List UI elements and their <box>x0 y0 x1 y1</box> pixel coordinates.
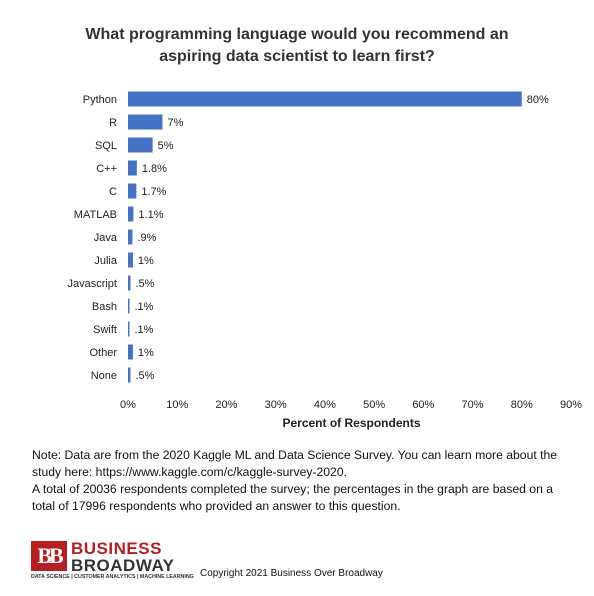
logo-line-2: BROADWAY <box>71 556 175 575</box>
category-label: Javascript <box>67 278 117 290</box>
category-label: SQL <box>95 140 117 152</box>
x-tick-label: 40% <box>314 399 336 411</box>
category-label: Java <box>94 232 118 244</box>
category-label: Other <box>89 347 117 359</box>
bar-javascript <box>128 275 131 291</box>
value-label: .9% <box>137 232 156 244</box>
x-tick-labels: 0% 10% 20% 30% 40% 50% 60% 70% 80% 90% <box>120 399 582 411</box>
chart-title-line-1: What programming language would you reco… <box>85 26 509 43</box>
x-tick-label: 70% <box>462 399 484 411</box>
note-paragraph-1: Note: Data are from the 2020 Kaggle ML a… <box>32 448 558 479</box>
note: Note: Data are from the 2020 Kaggle ML a… <box>32 447 572 515</box>
value-label: 5% <box>158 140 174 152</box>
value-labels: 80% 7% 5% 1.8% 1.7% 1.1% .9% 1% .5% .1% .1% 1% .5% <box>135 94 550 382</box>
bar-other <box>128 344 133 360</box>
value-label: 1% <box>138 347 154 359</box>
x-tick-label: 30% <box>265 399 287 411</box>
value-label: 1.1% <box>138 209 163 221</box>
x-tick-label: 90% <box>560 399 582 411</box>
value-label: 80% <box>527 94 549 106</box>
category-label: Python <box>83 94 117 106</box>
value-label: .5% <box>135 278 154 290</box>
bar-chart: Python R SQL C++ C MATLAB Java Julia Javascript B… <box>67 91 582 430</box>
value-label: 1% <box>138 255 154 267</box>
chart-title-line-2: aspiring data scientist to learn first? <box>159 48 435 65</box>
category-label: Bash <box>92 301 117 313</box>
category-label: R <box>109 117 117 129</box>
category-label: None <box>91 370 117 382</box>
bar-julia <box>128 252 133 268</box>
x-tick-label: 0% <box>120 399 136 411</box>
bar-r <box>128 114 163 130</box>
category-labels: Python R SQL C++ C MATLAB Java Julia Javascript B… <box>67 94 117 382</box>
value-label: 1.7% <box>141 186 166 198</box>
x-axis-title: Percent of Respondents <box>282 416 420 430</box>
chart-title: What programming language would you reco… <box>0 24 594 68</box>
bar-none <box>128 367 131 383</box>
bar-swift <box>128 321 130 337</box>
note-paragraph-2: A total of 20036 respondents completed t… <box>32 482 554 513</box>
x-tick-label: 60% <box>412 399 434 411</box>
logo-line-1: BUSINESS <box>71 539 162 558</box>
copyright: Copyright 2021 Business Over Broadway <box>200 568 383 579</box>
x-tick-label: 20% <box>215 399 237 411</box>
bar-matlab <box>128 206 134 222</box>
bar-c <box>128 183 137 199</box>
bar-java <box>128 229 133 245</box>
bar-bash <box>128 298 130 314</box>
x-tick-label: 80% <box>511 399 533 411</box>
logo-tagline: DATA SCIENCE | CUSTOMER ANALYTICS | MACH… <box>31 574 194 580</box>
value-label: .1% <box>135 324 154 336</box>
bar-sql <box>128 137 153 153</box>
logo-mark: BB <box>31 541 67 571</box>
bars-group <box>128 91 522 383</box>
value-label: .5% <box>135 370 154 382</box>
business-broadway-logo: BB BUSINESS BROADWAY DATA SCIENCE | CUST… <box>31 539 194 581</box>
x-tick-label: 50% <box>363 399 385 411</box>
category-label: MATLAB <box>74 209 117 221</box>
category-label: C++ <box>96 163 117 175</box>
value-label: .1% <box>135 301 154 313</box>
category-label: Julia <box>94 255 118 267</box>
category-label: Swift <box>93 324 117 336</box>
value-label: 7% <box>167 117 183 129</box>
x-tick-label: 10% <box>166 399 188 411</box>
bar-c- <box>128 160 137 176</box>
category-label: C <box>109 186 117 198</box>
bar-python <box>128 91 522 107</box>
value-label: 1.8% <box>142 163 167 175</box>
